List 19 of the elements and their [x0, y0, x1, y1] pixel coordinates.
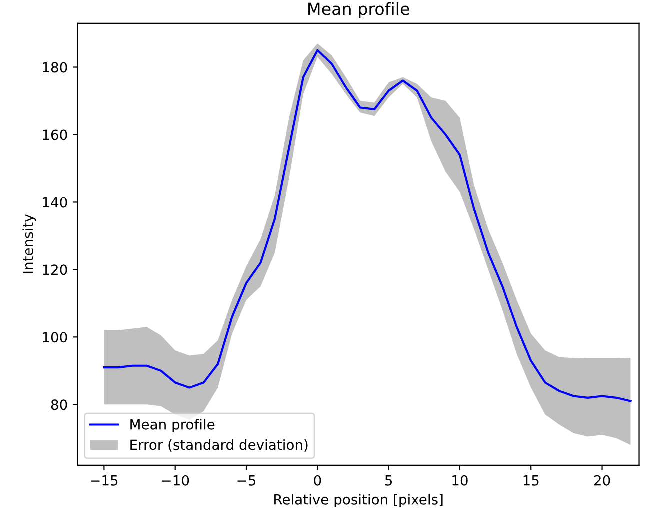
legend-label: Mean profile: [130, 419, 215, 433]
y-tick-label: 180: [43, 62, 68, 73]
x-tick-label: 5: [385, 476, 392, 486]
x-tick-label: 10: [452, 475, 468, 486]
y-tick-label: 80: [51, 400, 68, 410]
x-tick-label: 15: [524, 476, 539, 486]
x-axis-title: Relative position [pixels]: [274, 494, 443, 508]
y-tick-label: 120: [43, 264, 68, 276]
x-tick-label: −15: [91, 476, 118, 486]
x-tick-label: 0: [314, 475, 322, 486]
x-tick-label: 20: [594, 475, 610, 486]
y-tick-label: 160: [43, 130, 68, 140]
annotation: Error (standard deviation): [130, 439, 308, 452]
x-tick-label: −10: [162, 475, 190, 486]
y-tick-label: 100: [43, 332, 68, 343]
y-tick-label: 140: [43, 197, 68, 208]
x-tick-label: −5: [238, 476, 256, 486]
chart-title: Mean profile: [308, 2, 410, 19]
y-axis-title: Intensity: [22, 214, 36, 274]
